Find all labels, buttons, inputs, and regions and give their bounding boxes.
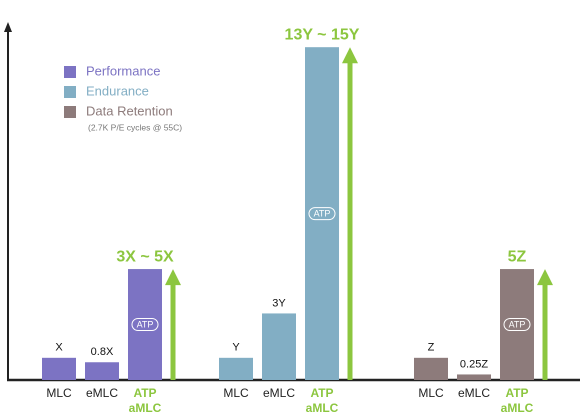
legend-note: (2.7K P/E cycles @ 55C) [88,122,182,132]
badge-label: ATP [509,319,526,329]
category-label: MLC [46,386,72,400]
value-label: Y [232,342,240,354]
value-label: 3Y [272,297,286,309]
legend-swatch [64,66,76,78]
bar [219,357,253,380]
category-label: eMLC [262,386,295,400]
legend-label: Data Retention [86,103,173,118]
badge-label: ATP [137,319,154,329]
highlight-value-label: 3X ~ 5X [116,248,174,265]
bar [500,269,534,380]
category-label: MLC [418,386,444,400]
highlight-value-label: 13Y ~ 15Y [285,26,360,43]
growth-arrow-head [165,269,181,286]
value-label: X [55,342,63,354]
growth-arrow-head [342,47,358,64]
legend-label: Performance [86,63,160,78]
value-label: 0.25Z [460,358,488,370]
bar [262,313,296,380]
category-label: ATP aMLC [128,386,162,415]
value-label: Z [428,342,435,354]
legend-swatch [64,86,76,98]
legend-label: Endurance [86,83,149,98]
bar [42,357,76,380]
category-label: eMLC [85,386,118,400]
bar [128,269,162,380]
legend-swatch [64,106,76,118]
bar [414,357,448,380]
badge-pill [131,318,159,332]
category-label: ATP aMLC [500,386,534,415]
highlight-value-label: 5Z [508,248,527,265]
badge-pill [308,207,336,221]
growth-arrow-head [537,269,553,286]
category-label: MLC [223,386,249,400]
y-axis-arrow [4,22,12,32]
badge-label: ATP [314,208,331,218]
category-label: ATP aMLC [305,386,339,415]
value-label: 0.8X [91,346,114,358]
bar [305,47,339,380]
category-label: eMLC [457,386,490,400]
bar [85,362,119,380]
bar [457,374,491,380]
badge-pill [503,318,531,332]
